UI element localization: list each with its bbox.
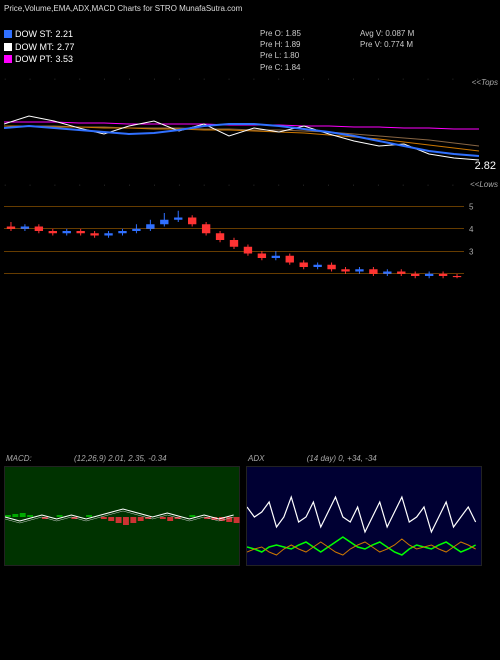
avg-volume: Avg V: 0.087 M xyxy=(360,28,414,39)
page-title: Price,Volume,EMA,ADX,MACD Charts for STR… xyxy=(4,4,242,13)
top-ticks: ···················· xyxy=(4,76,479,83)
macd-params: (12,26,9) 2.01, 2.35, -0.34 xyxy=(74,454,167,463)
pt-color-swatch xyxy=(4,55,12,63)
indicator-mt: DOW MT: 2.77 xyxy=(4,41,75,54)
pre-low: Pre L: 1.80 xyxy=(260,50,301,61)
main-line-chart xyxy=(4,86,479,166)
mt-label: DOW MT: xyxy=(15,41,54,54)
pt-label: DOW PT: xyxy=(15,53,53,66)
pre-volume: Pre V: 0.774 M xyxy=(360,39,414,50)
mt-value: 2.77 xyxy=(57,41,75,54)
candlestick-chart: 5 4 3 xyxy=(4,195,479,285)
volume-stats: Avg V: 0.087 M Pre V: 0.774 M xyxy=(360,28,414,50)
indicator-legend: DOW ST: 2.21 DOW MT: 2.77 DOW PT: 3.53 xyxy=(4,28,75,66)
svg-text:4: 4 xyxy=(469,225,474,234)
macd-header: MACD: (12,26,9) 2.01, 2.35, -0.34 xyxy=(6,454,167,463)
indicator-st: DOW ST: 2.21 xyxy=(4,28,75,41)
current-price-label: 2.82 xyxy=(475,160,496,172)
mt-color-swatch xyxy=(4,43,12,51)
macd-panel xyxy=(4,466,240,566)
price-stats: Pre O: 1.85 Pre H: 1.89 Pre L: 1.80 Pre … xyxy=(260,28,301,73)
adx-header: ADX (14 day) 0, +34, -34 xyxy=(248,454,377,463)
pre-open: Pre O: 1.85 xyxy=(260,28,301,39)
st-value: 2.21 xyxy=(56,28,74,41)
pre-high: Pre H: 1.89 xyxy=(260,39,301,50)
bottom-ticks: ···················· xyxy=(4,182,479,189)
svg-text:3: 3 xyxy=(469,247,474,256)
adx-label: ADX xyxy=(248,454,264,463)
indicator-pt: DOW PT: 3.53 xyxy=(4,53,75,66)
st-color-swatch xyxy=(4,30,12,38)
pre-close: Pre C: 1.84 xyxy=(260,62,301,73)
adx-params: (14 day) 0, +34, -34 xyxy=(307,454,377,463)
svg-text:5: 5 xyxy=(469,202,474,211)
adx-panel xyxy=(246,466,482,566)
macd-label: MACD: xyxy=(6,454,32,463)
st-label: DOW ST: xyxy=(15,28,53,41)
pt-value: 3.53 xyxy=(56,53,74,66)
